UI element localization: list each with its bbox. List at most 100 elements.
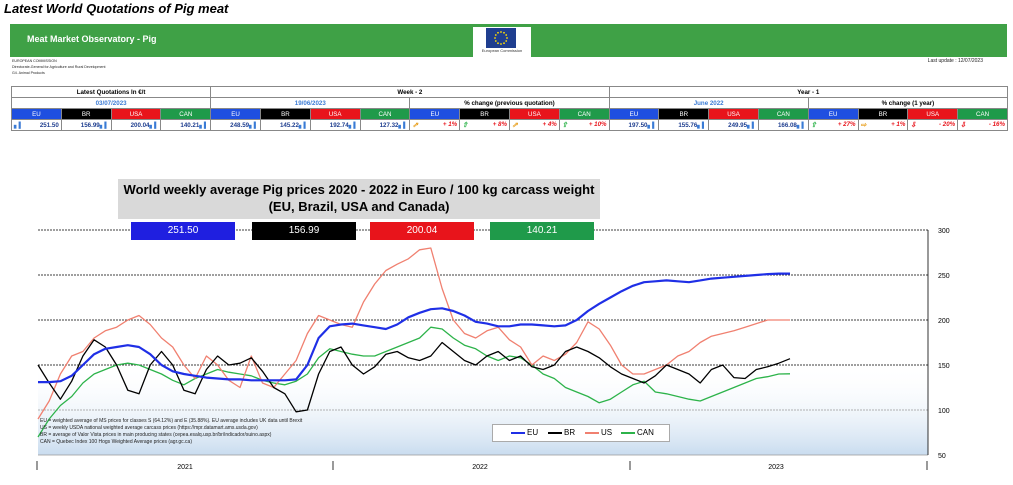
bar-chart-icon: ▖▌: [697, 122, 707, 129]
box-can: 140.21: [490, 222, 594, 240]
arrow-down-icon: ⇩: [910, 122, 917, 129]
value-cell: 197.50▖▌: [608, 119, 660, 131]
org-block: EUROPEAN COMMISSION Directorate-General …: [12, 58, 105, 76]
pct-text: + 10%: [588, 121, 607, 128]
value-text: 249.95: [728, 121, 748, 129]
org-line: G4. Animal Products: [12, 71, 45, 75]
legend-label: EU: [527, 428, 539, 437]
arrow-right-icon: ⇨: [860, 122, 867, 129]
table-row: EU BR USA CAN EU BR USA CAN EU BR USA CA…: [11, 108, 1008, 120]
value-cell: 145.22▖▌: [259, 119, 311, 131]
y-tick-label: 100: [938, 408, 950, 415]
pct-cell: ⇧ + 8%: [459, 119, 510, 131]
arrow-up-icon: ⇧: [561, 122, 568, 129]
value-text: 200.04: [130, 121, 150, 129]
y-tick-label: 300: [938, 228, 950, 235]
legend-item-br: BR: [548, 428, 575, 437]
arrow-up-icon: ⇧: [810, 122, 817, 129]
arrow-up-icon: ⇧: [462, 122, 469, 129]
bar-chart-icon: ▖▌: [298, 122, 308, 129]
banner: Meat Market Observatory - Pig European C…: [10, 24, 1007, 57]
chart-title-line1: World weekly average Pig prices 2020 - 2…: [123, 182, 595, 197]
arrow-down-icon: ⇩: [960, 122, 967, 129]
legend-label: BR: [564, 428, 576, 437]
series-line-can: [37, 326, 791, 438]
series-line-eu: [38, 272, 790, 384]
pct-text: + 27%: [837, 121, 856, 128]
value-text: 156.99: [80, 121, 100, 129]
bar-chart-icon: ▖▌: [747, 122, 756, 129]
pct-cell: ⇧ + 10%: [558, 119, 610, 131]
value-cell: 155.76▖▌: [658, 119, 710, 131]
value-text: 166.08: [777, 121, 797, 129]
value-text: 248.59: [230, 121, 250, 129]
bar-chart-icon: ▖▌: [99, 122, 109, 129]
legend-item-us: US: [585, 428, 612, 437]
flag-caption: European Commission: [481, 48, 523, 53]
box-eu: 251.50: [131, 222, 235, 240]
quotations-table: Latest Quotations In €/t Week - 2 Year -…: [10, 86, 1009, 131]
pct-cell: ⇨ + 1%: [857, 119, 909, 131]
box-us: 200.04: [370, 222, 474, 240]
value-cell: 248.59▖▌: [210, 119, 261, 131]
bar-chart-icon: ▖▌: [14, 122, 23, 129]
value-text: 145.22: [279, 121, 299, 129]
y-tick-label: 250: [938, 273, 950, 280]
bar-chart-icon: ▖▌: [796, 122, 806, 129]
series-line-us: [37, 247, 790, 420]
bar-chart-icon: ▖▌: [249, 122, 258, 129]
value-cell: 127.32▖▌: [359, 119, 411, 131]
pct-text: - 20%: [938, 121, 956, 128]
bar-chart-icon: ▖▌: [398, 122, 408, 129]
arrow-up-right-icon: ⇗: [511, 122, 518, 129]
code-cell: CAN: [957, 108, 1008, 120]
pct-cell: ⇗ + 1%: [409, 119, 461, 131]
chart-legend: EU BR US CAN: [492, 424, 670, 442]
value-cell: 200.04▖▌: [110, 119, 162, 131]
value-cell: 140.21▖▌: [160, 119, 212, 131]
x-tick-label: 2022: [472, 464, 488, 471]
x-tick-label: 2023: [768, 464, 784, 471]
chart-title: World weekly average Pig prices 2020 - 2…: [118, 179, 600, 219]
code-cell: EU: [409, 108, 461, 120]
legend-label: CAN: [637, 428, 654, 437]
pct-text: + 1%: [891, 121, 906, 128]
pct-text: + 1%: [442, 121, 458, 128]
eu-stars-icon: [494, 31, 508, 45]
last-update: Last update : 12/07/2023: [927, 58, 983, 64]
eu-flag-icon: [486, 28, 516, 48]
arrow-up-right-icon: ⇗: [412, 122, 419, 129]
value-cell: 166.08▖▌: [757, 119, 809, 131]
box-br: 156.99: [252, 222, 356, 240]
value-text: 251.50: [39, 121, 59, 129]
series-line-br: [37, 339, 791, 413]
note-line: BR = average of Valor Vista prices in ma…: [40, 432, 272, 438]
banner-title: Meat Market Observatory - Pig: [27, 34, 157, 44]
code-cell: BR: [259, 108, 311, 120]
value-cell: 192.74▖▌: [309, 119, 361, 131]
y-tick-label: 200: [938, 318, 950, 325]
value-cell: ▖▌ 251.50: [11, 119, 62, 131]
value-text: 155.76: [678, 121, 698, 129]
value-text: 127.32: [379, 121, 399, 129]
pct-text: + 4%: [542, 121, 557, 128]
y-tick-label: 50: [938, 453, 946, 460]
chart-notes: EU = weighted average of MS prices for c…: [40, 418, 302, 446]
note-line: CAN = Quebec Index 100 Hogs Weighted Ave…: [40, 439, 192, 445]
pct-text: + 8%: [492, 121, 507, 128]
x-tick-label: 2021: [177, 464, 193, 471]
note-line: US = weekly USDA national weighted avera…: [40, 425, 258, 431]
page-title: Latest World Quotations of Pig meat: [4, 1, 229, 16]
bar-chart-icon: ▖▌: [348, 122, 358, 129]
chart-title-line2: (EU, Brazil, USA and Canada): [268, 199, 450, 214]
bar-chart-icon: ▖▌: [647, 122, 657, 129]
pct-cell: ⇩ - 20%: [907, 119, 959, 131]
legend-item-eu: EU: [511, 428, 538, 437]
table-row: 03/07/2023 19/06/2023 % change (previous…: [10, 97, 1009, 109]
y-tick-label: 150: [938, 363, 950, 370]
pct-cell: ⇩ - 16%: [957, 119, 1008, 131]
eu-commission-logo: European Commission: [473, 27, 531, 57]
note-line: EU = weighted average of MS prices for c…: [40, 418, 303, 424]
value-text: 192.74: [329, 121, 349, 129]
